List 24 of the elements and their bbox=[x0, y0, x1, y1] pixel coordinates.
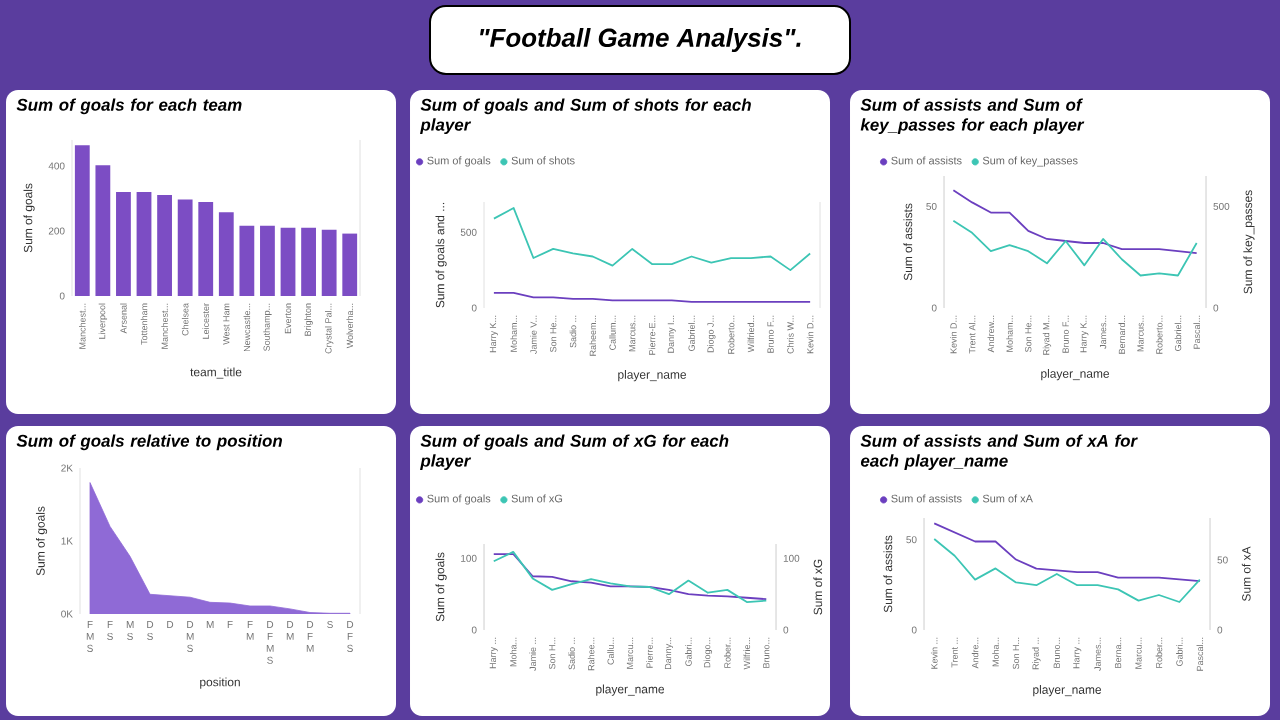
line-series bbox=[493, 207, 812, 272]
bar bbox=[342, 233, 358, 296]
bar bbox=[301, 227, 316, 296]
chart-title: Sum of assists and Sum of key_passes for each player bbox=[860, 98, 1085, 135]
bar bbox=[74, 145, 90, 296]
chart-title: Sum of goals and Sum of shots for each player bbox=[420, 98, 751, 135]
chart-title: Sum of goals relative to position bbox=[16, 434, 282, 451]
bar bbox=[157, 194, 172, 296]
bar bbox=[177, 199, 193, 296]
line-series bbox=[933, 538, 1201, 603]
text: "Football Game Analysis". bbox=[480, 27, 801, 53]
bar bbox=[321, 229, 337, 296]
bar bbox=[239, 225, 255, 296]
bar bbox=[95, 165, 111, 296]
bar bbox=[280, 227, 296, 296]
bar bbox=[198, 202, 214, 296]
bar bbox=[116, 191, 131, 296]
bar bbox=[218, 212, 234, 296]
chart-title: Sum of assists and Sum of xA for each player_name bbox=[860, 434, 1138, 471]
bar bbox=[136, 191, 152, 296]
line-series bbox=[952, 219, 1198, 277]
chart-title: Sum of goals for each team bbox=[16, 98, 242, 115]
chart-title: Sum of goals and Sum of xG for each player bbox=[420, 434, 729, 471]
bar bbox=[260, 225, 275, 296]
